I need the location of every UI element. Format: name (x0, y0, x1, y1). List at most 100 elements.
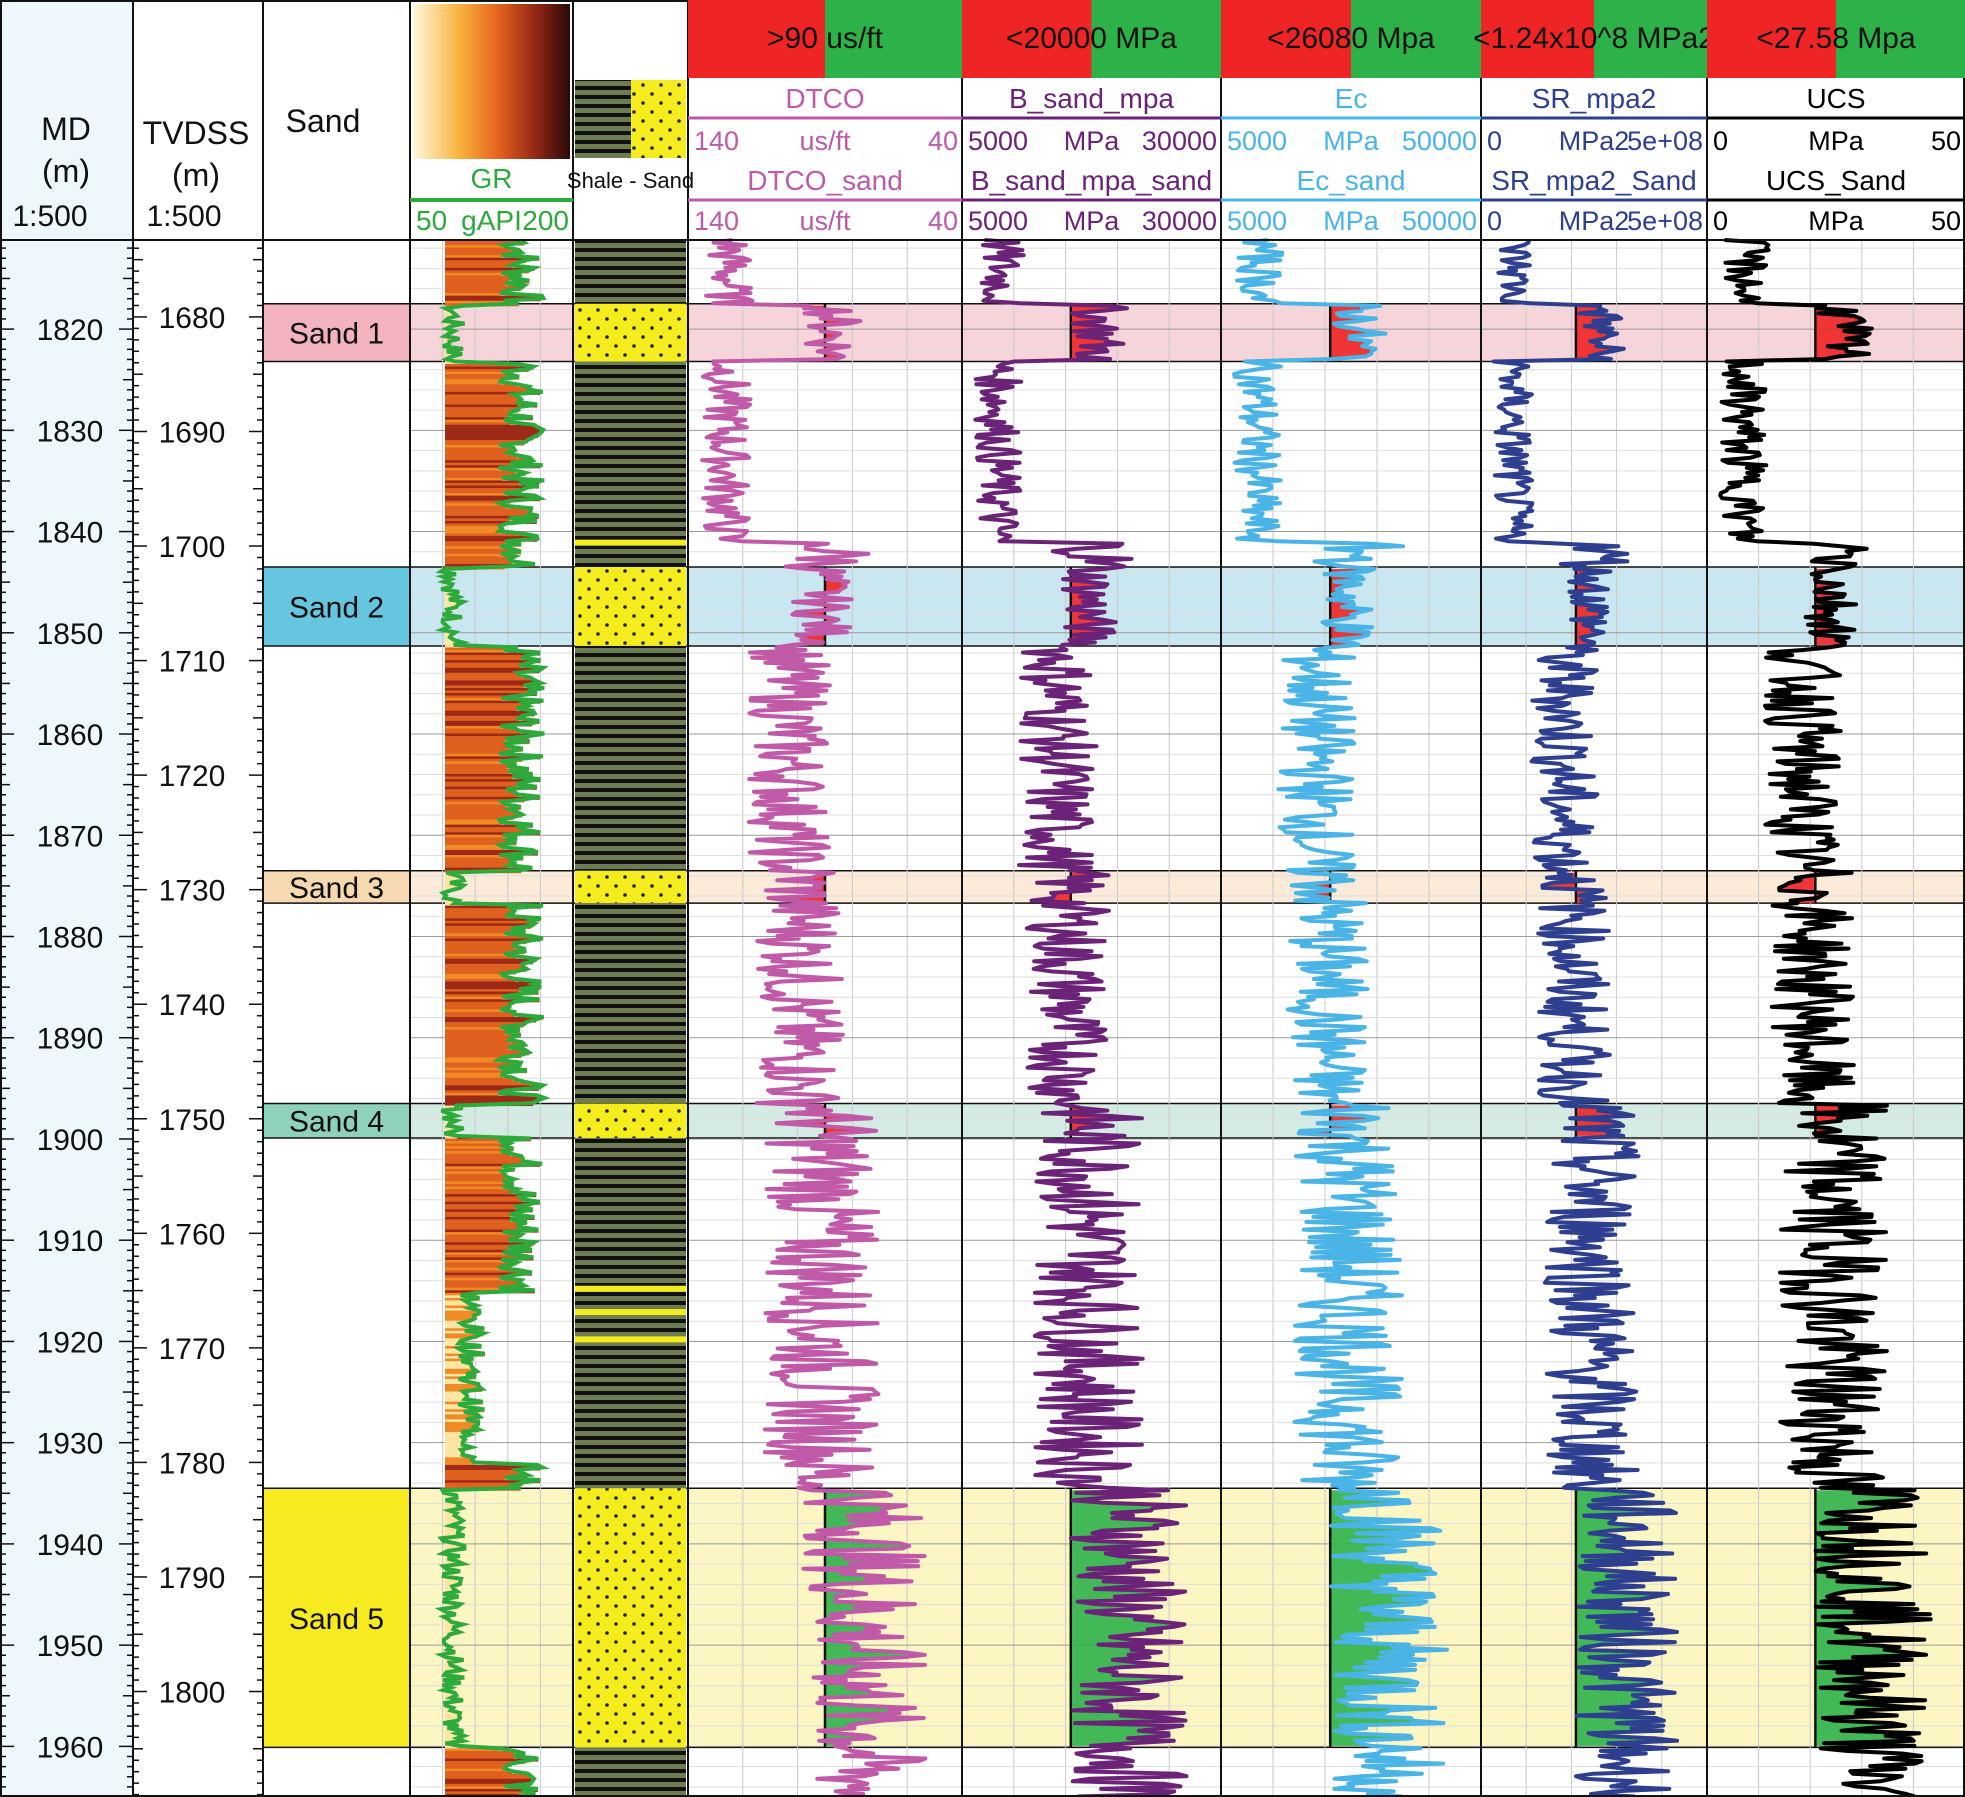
gr-fill-492 (445, 1485, 510, 1489)
gr-fill-400 (445, 1252, 503, 1256)
gr-fill-464 (445, 1414, 477, 1418)
gr-fill-385 (445, 1214, 510, 1218)
gr-fill-237 (445, 839, 509, 843)
gr-fill-419 (445, 1300, 465, 1304)
md-tick-label-1890: 1890 (37, 1023, 104, 1056)
gr-fill-452 (445, 1383, 479, 1387)
gr-fill-79 (445, 439, 528, 443)
gr-fill-490 (445, 1480, 540, 1484)
gr-fill-293 (445, 981, 540, 985)
gr-fill-190 (445, 720, 540, 724)
gr-fill-414 (445, 1287, 499, 1291)
tvd-tick-label-1790: 1790 (159, 1562, 226, 1595)
gr-fill-181 (445, 698, 502, 702)
gr-fill-95 (445, 480, 540, 484)
gr-fill-465 (445, 1416, 480, 1420)
gr-fill-267 (445, 915, 506, 919)
tvd-tick-label-1690: 1690 (159, 416, 226, 449)
gr-fill-15 (445, 277, 510, 281)
gr-fill-285 (445, 961, 533, 965)
gr-fill-28 (445, 310, 451, 314)
lith-stringer-1 (575, 1285, 686, 1292)
gr-fill-98 (445, 488, 526, 492)
gr-fill-175 (445, 682, 540, 686)
gr-fill-576 (445, 1697, 452, 1701)
ec-header-red (1221, 0, 1351, 78)
gr-fill-122 (445, 548, 512, 552)
gr-fill-480 (445, 1454, 463, 1458)
gr-fill-218 (445, 791, 515, 795)
gr-fill-303 (445, 1006, 510, 1010)
sand-label-box-3 (263, 870, 410, 904)
gr-fill-338 (445, 1095, 538, 1099)
gr-fill-386 (445, 1216, 535, 1220)
gr-fill-76 (445, 432, 540, 436)
gr-fill-335 (445, 1087, 539, 1091)
gr-fill-222 (445, 801, 503, 805)
gr-fill-401 (445, 1254, 520, 1258)
tvd-tick-label-1700: 1700 (159, 531, 226, 564)
gr-fill-468 (445, 1424, 479, 1428)
gr-fill-339 (445, 1097, 540, 1102)
gr-fill-64 (445, 401, 519, 406)
gr-fill-326 (445, 1065, 520, 1069)
gr-fill-9 (445, 262, 518, 266)
gr-fill-87 (445, 460, 533, 464)
gr-fill-220 (445, 796, 540, 800)
gr-fill-56 (445, 381, 501, 385)
gr-fill-239 (445, 844, 500, 848)
gr-fill-381 (445, 1204, 530, 1208)
gr-fill-311 (445, 1027, 501, 1031)
gr-fill-82 (445, 447, 514, 451)
gr-fill-529 (445, 1578, 462, 1582)
gr-fill-125 (445, 556, 515, 560)
gr-fill-548 (445, 1626, 455, 1630)
gr-fill-177 (445, 687, 540, 691)
gr-fill-265 (445, 910, 515, 914)
gr-fill-597 (445, 1750, 515, 1754)
gr-fill-124 (445, 553, 502, 557)
gr-fill-142 (445, 599, 450, 603)
dtco-max2: 40 (928, 206, 958, 236)
gr-fill-390 (445, 1227, 520, 1231)
gr-fill-105 (445, 505, 506, 509)
sr-fill-sand-1 (1493, 305, 1624, 362)
gr-fill-398 (445, 1247, 508, 1251)
gr-fill-483 (445, 1462, 475, 1466)
gr-fill-44 (445, 351, 447, 355)
bsand-header-green (1091, 0, 1221, 78)
gr-fill-1 (445, 242, 525, 246)
gr-fill-394 (445, 1237, 518, 1241)
gr-fill-117 (445, 536, 537, 540)
gr-fill-102 (445, 498, 540, 502)
md-tick-label-1930: 1930 (37, 1428, 104, 1461)
gr-fill-221 (445, 799, 525, 803)
gr-fill-387 (445, 1219, 511, 1223)
md-label-2: (m) (42, 153, 90, 189)
md-tick-label-1840: 1840 (37, 517, 104, 550)
gr-fill-255 (445, 885, 464, 889)
track-headers: MD (m) 1:500 TVDSS (m) 1:500 Sand GR 50 gAPI 200 Sh… (12, 0, 1965, 236)
gr-fill-508 (445, 1525, 451, 1529)
gr-fill-509 (445, 1528, 462, 1532)
gr-fill-324 (445, 1060, 499, 1064)
gr-fill-362 (445, 1156, 522, 1160)
lith-sand-2 (575, 566, 686, 646)
gr-fill-244 (445, 857, 524, 861)
gr-fill-500 (445, 1505, 459, 1509)
gr-fill-57 (445, 384, 518, 388)
gr-fill-73 (445, 424, 534, 428)
gr-fill-304 (445, 1009, 501, 1013)
gr-fill-410 (445, 1277, 500, 1281)
gr-fill-81 (445, 445, 500, 449)
gr-fill-168 (445, 665, 520, 669)
gr-fill-0 (445, 240, 521, 244)
gr-fill-549 (445, 1629, 454, 1633)
gr-fill-243 (445, 855, 500, 859)
gr-fill-275 (445, 935, 532, 940)
gr-fill-241 (445, 849, 533, 853)
gr-fill-268 (445, 918, 540, 922)
gr-fill-442 (445, 1358, 474, 1362)
gr-fill-407 (445, 1270, 520, 1274)
gr-fill-363 (445, 1158, 523, 1162)
